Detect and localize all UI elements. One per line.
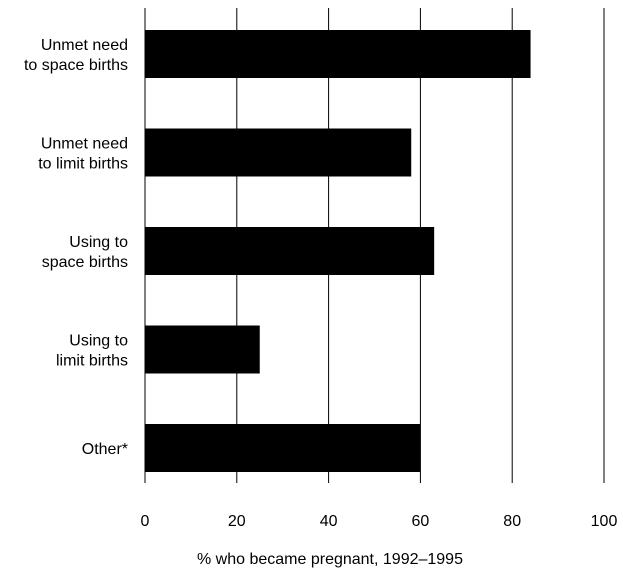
category-label: Unmet need to space births xyxy=(24,37,128,74)
category-label: Using to space births xyxy=(42,234,128,271)
x-tick-label: 60 xyxy=(412,513,430,530)
category-label: Other* xyxy=(82,441,128,458)
x-tick-label: 20 xyxy=(228,513,246,530)
x-tick-label: 80 xyxy=(503,513,521,530)
category-label: Using to limit births xyxy=(56,333,128,370)
category-labels: Unmet need to space births Unmet need to li… xyxy=(24,37,128,458)
bar xyxy=(145,227,435,275)
x-axis-title: % who became pregnant, 1992–1995 xyxy=(197,551,463,568)
category-label: Unmet need to limit births xyxy=(38,136,128,173)
bar xyxy=(145,128,412,177)
bars xyxy=(145,30,531,472)
x-tick-labels: 0 20 40 60 80 100 xyxy=(141,513,618,530)
bar xyxy=(145,325,260,374)
bar xyxy=(145,30,531,78)
x-tick-label: 0 xyxy=(141,513,150,530)
bar xyxy=(145,424,421,472)
x-tick-label: 40 xyxy=(320,513,338,530)
x-tick-label: 100 xyxy=(591,513,618,530)
